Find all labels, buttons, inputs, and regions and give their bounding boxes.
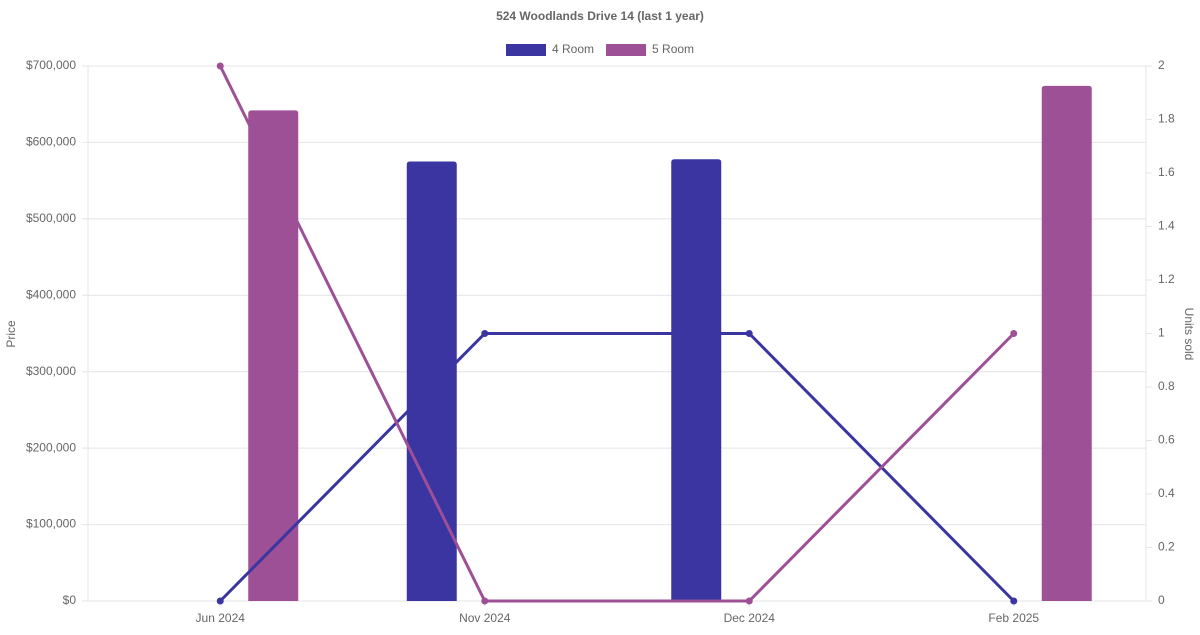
- bar: [1041, 85, 1092, 601]
- y2-tick-label: 1.2: [1158, 272, 1175, 286]
- x-tick-label: Feb 2025: [988, 611, 1039, 625]
- x-tick-label: Nov 2024: [459, 611, 511, 625]
- y2-tick-label: 0.4: [1158, 486, 1175, 500]
- legend-swatch: [506, 44, 546, 56]
- y-tick-label: $0: [63, 593, 77, 607]
- y-tick-label: $200,000: [26, 440, 76, 454]
- y-axis-label: Price: [4, 320, 18, 348]
- x-tick-label: Dec 2024: [724, 611, 776, 625]
- y-tick-label: $400,000: [26, 287, 76, 301]
- y2-tick-label: 1: [1158, 326, 1165, 340]
- y-tick-label: $100,000: [26, 517, 76, 531]
- y2-tick-label: 1.8: [1158, 112, 1175, 126]
- y2-tick-label: 1.6: [1158, 165, 1175, 179]
- x-tick-label: Jun 2024: [196, 611, 246, 625]
- bar: [406, 161, 457, 602]
- legend-label: 4 Room: [552, 42, 594, 56]
- line: [218, 65, 1015, 603]
- line: [219, 332, 1015, 603]
- y-tick-label: $700,000: [26, 58, 76, 72]
- bar: [671, 159, 722, 601]
- line-point: [481, 330, 489, 337]
- line-point: [216, 597, 224, 605]
- y-tick-label: $300,000: [26, 364, 76, 378]
- y2-tick-label: 2: [1158, 58, 1165, 72]
- line-point: [1010, 330, 1018, 337]
- legend-swatch: [606, 44, 647, 56]
- line-point: [216, 62, 224, 70]
- y2-tick-label: 0.6: [1158, 433, 1175, 447]
- y-tick-label: $500,000: [26, 211, 76, 225]
- y-tick-label: $600,000: [26, 135, 76, 149]
- chart-title: 524 Woodlands Drive 14 (last 1 year): [496, 9, 704, 23]
- bar: [248, 110, 299, 601]
- line-point: [745, 330, 753, 337]
- y2-axis-label: Units sold: [1182, 308, 1196, 361]
- line-point: [481, 597, 489, 605]
- line-point: [745, 597, 753, 605]
- y2-tick-label: 0.8: [1158, 379, 1175, 393]
- y2-tick-label: 1.4: [1158, 219, 1175, 233]
- y2-tick-label: 0: [1158, 593, 1165, 607]
- legend-label: 5 Room: [652, 42, 694, 56]
- line-point: [1010, 597, 1018, 605]
- y2-tick-label: 0.2: [1158, 540, 1175, 554]
